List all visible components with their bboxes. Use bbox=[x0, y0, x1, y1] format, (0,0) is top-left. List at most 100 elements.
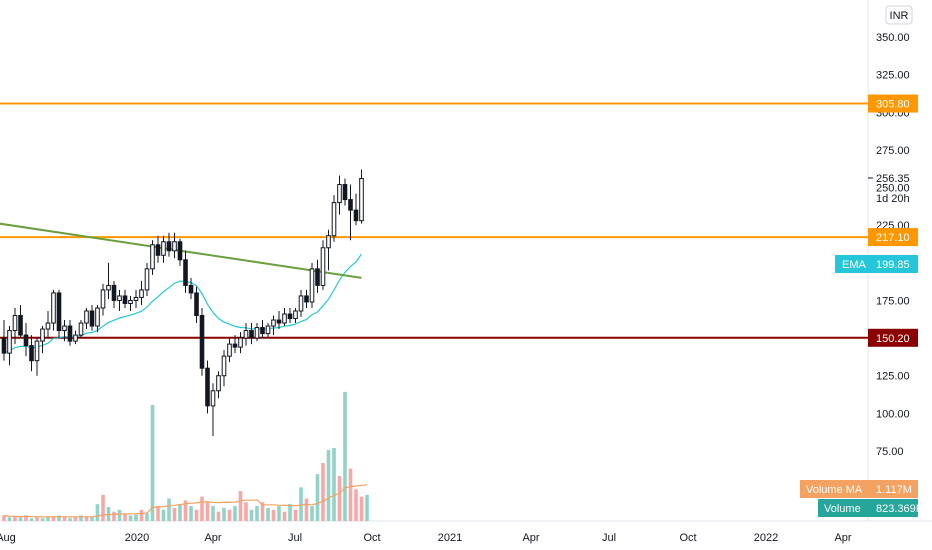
candle-body[interactable] bbox=[205, 367, 210, 407]
volume-bar bbox=[304, 498, 309, 521]
candle-body[interactable] bbox=[232, 343, 238, 348]
candle-body[interactable] bbox=[34, 340, 40, 362]
candle-body[interactable] bbox=[199, 315, 205, 369]
candles[interactable] bbox=[1, 169, 364, 436]
candle-body[interactable] bbox=[78, 322, 84, 336]
candle-body[interactable] bbox=[166, 241, 172, 252]
candle-body[interactable] bbox=[276, 319, 282, 324]
level-price-tag[interactable] bbox=[868, 228, 918, 247]
candle-body[interactable] bbox=[221, 355, 227, 377]
candle-body[interactable] bbox=[73, 334, 78, 342]
candle-body[interactable] bbox=[40, 328, 45, 342]
volume-bar bbox=[189, 506, 193, 521]
level-price-tag[interactable] bbox=[868, 328, 918, 347]
candle-body[interactable] bbox=[337, 184, 342, 204]
volume-tag[interactable] bbox=[818, 499, 918, 517]
candle-body[interactable] bbox=[155, 244, 161, 256]
candle-body[interactable] bbox=[67, 325, 73, 342]
volume-bar bbox=[266, 507, 270, 521]
candle-body[interactable] bbox=[265, 325, 271, 335]
volume-bar bbox=[194, 509, 199, 521]
candle-body[interactable] bbox=[271, 319, 276, 327]
candle-body[interactable] bbox=[29, 345, 34, 362]
volume-bar bbox=[282, 511, 287, 521]
candle-body[interactable] bbox=[287, 313, 293, 320]
candle-body[interactable] bbox=[122, 295, 128, 304]
volume-bar bbox=[95, 504, 100, 521]
volume-bar bbox=[321, 462, 325, 521]
horizontal-levels[interactable]: 305.80 217.10 150.20 bbox=[0, 94, 918, 347]
candle-body[interactable] bbox=[353, 209, 359, 222]
candle-body[interactable] bbox=[309, 268, 315, 303]
volume-bar bbox=[178, 504, 182, 521]
candle-body[interactable] bbox=[227, 343, 232, 357]
candle-body[interactable] bbox=[117, 295, 122, 301]
candle-body[interactable] bbox=[315, 268, 320, 286]
candle-body[interactable] bbox=[342, 184, 348, 201]
candle-body[interactable] bbox=[210, 390, 216, 407]
candle-body[interactable] bbox=[216, 375, 221, 392]
candle-body[interactable] bbox=[144, 268, 150, 291]
candle-body[interactable] bbox=[7, 330, 12, 354]
volume-bar bbox=[117, 509, 122, 521]
time-tick-label: 2022 bbox=[754, 532, 778, 544]
candle-body[interactable] bbox=[172, 241, 177, 252]
candle-body[interactable] bbox=[128, 299, 133, 304]
volume-bar bbox=[51, 516, 56, 521]
candle-body[interactable] bbox=[62, 325, 67, 332]
candle-body[interactable] bbox=[282, 313, 287, 324]
candle-body[interactable] bbox=[183, 259, 188, 286]
candle-body[interactable] bbox=[161, 241, 166, 256]
candle-body[interactable] bbox=[238, 337, 243, 348]
candle-body[interactable] bbox=[84, 310, 89, 324]
candle-body[interactable] bbox=[23, 334, 29, 347]
level-price-label: 217.10 bbox=[876, 232, 910, 244]
candle-body[interactable] bbox=[1, 337, 7, 354]
candle-body[interactable] bbox=[348, 199, 353, 211]
candle-body[interactable] bbox=[45, 322, 51, 330]
candle-body[interactable] bbox=[243, 330, 249, 339]
candle-body[interactable] bbox=[254, 327, 260, 339]
price-tick-label: 100.00 bbox=[876, 408, 910, 420]
candle-body[interactable] bbox=[111, 284, 117, 301]
volume-bar bbox=[57, 515, 61, 521]
candle-body[interactable] bbox=[249, 330, 254, 339]
time-axis[interactable]: Aug 2020 Apr Jul Oct 2021 Apr Jul Oct 2022 Apr bbox=[0, 532, 852, 544]
ema-tag[interactable] bbox=[835, 255, 918, 273]
candle-body[interactable] bbox=[188, 284, 194, 294]
candle-body[interactable] bbox=[298, 295, 304, 312]
candle-body[interactable] bbox=[260, 327, 265, 335]
candle-body[interactable] bbox=[89, 310, 95, 327]
candle-body[interactable] bbox=[95, 307, 100, 327]
candle-body[interactable] bbox=[293, 310, 298, 320]
candle-body[interactable] bbox=[18, 315, 23, 336]
candle-body[interactable] bbox=[177, 241, 183, 261]
candle-body[interactable] bbox=[133, 296, 139, 301]
volume-bar bbox=[145, 513, 149, 521]
candle-body[interactable] bbox=[359, 178, 364, 222]
candle-body[interactable] bbox=[106, 284, 111, 291]
volume-bar bbox=[18, 517, 23, 521]
candle-body[interactable] bbox=[320, 247, 326, 286]
candle-body[interactable] bbox=[150, 244, 155, 270]
candle-body[interactable] bbox=[304, 295, 309, 303]
volume-bar bbox=[90, 517, 94, 521]
candle-body[interactable] bbox=[326, 235, 331, 249]
volume-bar bbox=[24, 515, 28, 521]
volume-ma-tag[interactable] bbox=[800, 480, 918, 498]
candle-body[interactable] bbox=[100, 289, 106, 309]
candle-body[interactable] bbox=[194, 292, 199, 317]
level-price-tag[interactable] bbox=[868, 94, 918, 113]
volume-bar bbox=[222, 507, 226, 521]
candle-body[interactable] bbox=[12, 315, 18, 332]
volume-bar bbox=[134, 514, 138, 521]
candle-body[interactable] bbox=[331, 202, 337, 237]
candle-body[interactable] bbox=[51, 292, 56, 324]
time-tick-label: Oct bbox=[363, 532, 380, 544]
candle-body[interactable] bbox=[139, 289, 144, 298]
ema-line[interactable] bbox=[3, 253, 362, 354]
candle-body[interactable] bbox=[56, 292, 62, 332]
currency-box[interactable] bbox=[885, 5, 913, 25]
